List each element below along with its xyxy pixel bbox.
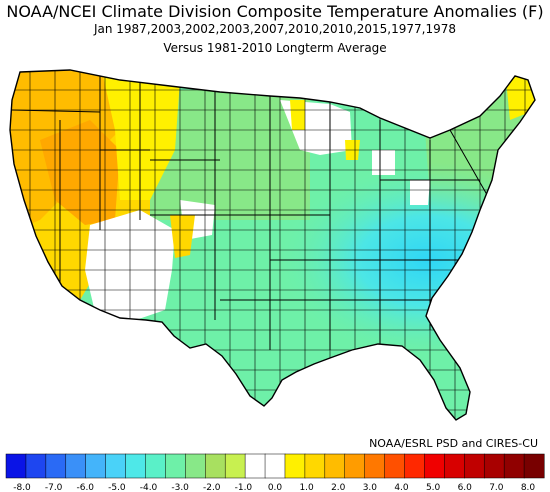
colorbar-swatch [264,453,286,479]
colorbar-tick-label: 0.0 [268,483,283,492]
colorbar-tick-label: -4.0 [140,483,158,492]
colorbar-swatch [165,453,186,479]
colorbar-tick-labels: -8.0 -7.0 -6.0 -5.0 -4.0 -3.0 -2.0 -1.0 0.0 1.0 2.… [13,483,535,492]
map-baseline-note: Versus 1981-2010 Longterm Average [163,41,387,55]
colorbar-swatch [65,453,87,479]
colorbar-swatch [205,453,226,479]
colorbar-swatch [25,453,47,479]
map-title: NOAA/NCEI Climate Division Composite Tem… [6,2,544,21]
colorbar-swatch [344,453,366,479]
colorbar-swatch [304,453,326,479]
colorbar-tick-label: -2.0 [203,483,221,492]
data-credit: NOAA/ESRL PSD and CIRES-CU [369,437,538,450]
region-fill-ohio [410,180,430,205]
colorbar-swatch [364,453,386,479]
colorbar-swatch [185,453,206,479]
colorbar-tick-label: 6.0 [458,483,473,492]
region-fill-colorado-warm [170,215,195,258]
colorbar-swatch [224,453,246,479]
colorbar-tick-label: -3.0 [171,483,189,492]
colorbar-swatch [503,453,525,479]
colorbar-tick-label: 7.0 [489,483,504,492]
colorbar-tick-label: 3.0 [363,483,378,492]
colorbar-swatch [125,453,147,479]
colorbar-swatch [5,453,27,479]
colorbar-swatch [384,453,406,479]
colorbar-swatch [244,453,266,479]
colorbar-tick-label: -6.0 [76,483,94,492]
colorbar-tick-label: -5.0 [108,483,126,492]
colorbar-swatch [424,453,445,479]
region-fill-michigan [372,150,395,175]
colorbar-tick-label: -1.0 [235,483,253,492]
colorbar-swatch [444,453,465,479]
colorbar-swatch [284,453,306,479]
colorbar-swatch [324,453,346,479]
colorbar-tick-label: 4.0 [394,483,409,492]
colorbar-swatch [105,453,127,479]
colorbar-tick-label: -8.0 [13,483,31,492]
colorbar-swatch [85,453,107,479]
colorbar-swatch [483,453,505,479]
colorbar-tick-label: 5.0 [426,483,441,492]
colorbar-swatch [523,453,545,479]
state-boundaries [11,70,491,350]
colorbar-tick-label: 1.0 [299,483,314,492]
colorbar-swatches [5,453,545,479]
anomaly-fill [10,70,535,420]
colorbar-tick-label: -7.0 [45,483,63,492]
colorbar-tick-label: 8.0 [521,483,536,492]
map-subtitle: Jan 1987,2003,2002,2003,2007,2010,2010,2… [93,22,457,36]
colorbar-swatch [464,453,485,479]
colorbar-swatch [404,453,425,479]
region-fill-maine [505,70,535,120]
colorbar-legend: -8.0 -7.0 -6.0 -5.0 -4.0 -3.0 -2.0 -1.0 0.0 1.0 2.… [5,453,545,492]
us-climate-division-map [9,69,536,421]
colorbar-swatch [45,453,67,479]
colorbar-tick-label: 2.0 [331,483,346,492]
colorbar-swatch [145,453,166,479]
region-fill-minnesota-warm [290,100,305,130]
